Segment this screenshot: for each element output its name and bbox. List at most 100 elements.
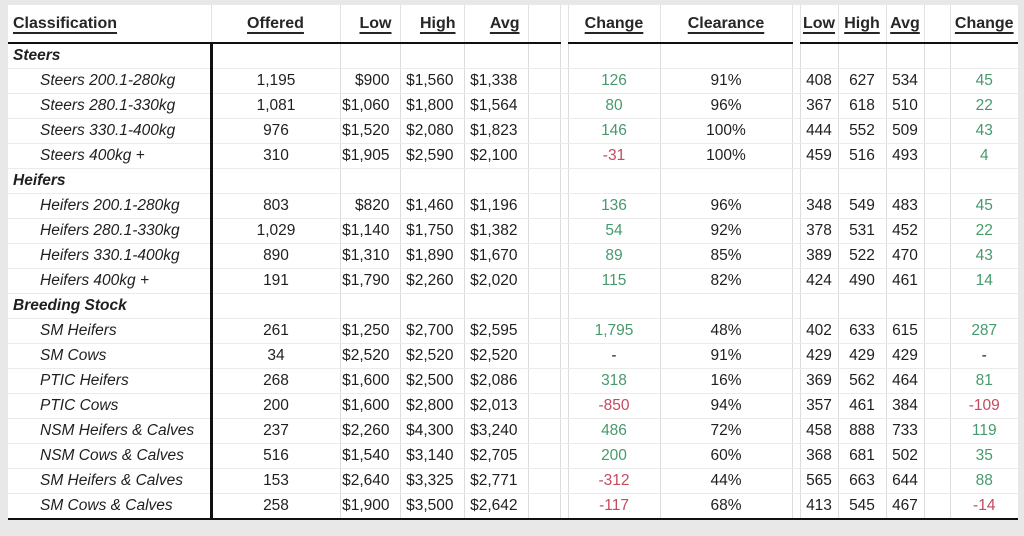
cell-spacer (792, 318, 801, 344)
cell-low-c: 357 (800, 393, 839, 419)
cell-low-c: 458 (800, 418, 839, 444)
cell-high-c: 562 (838, 368, 887, 394)
cell-classification: Steers 200.1-280kg (8, 68, 213, 94)
col-header-high: High (400, 5, 465, 44)
cell-change: 318 (568, 368, 661, 394)
cell-change: 54 (568, 218, 661, 244)
cell-spacer (560, 368, 569, 394)
cell-low-c: 459 (800, 143, 839, 169)
cell-spacer (528, 343, 561, 369)
cell-spacer (924, 243, 951, 269)
cell-low: $1,250 (340, 318, 401, 344)
cell-low (340, 168, 401, 194)
cell-clearance (660, 43, 793, 69)
cell-avg-c: 467 (886, 493, 925, 520)
cell-spacer (924, 168, 951, 194)
cell-avg-c: 510 (886, 93, 925, 119)
cell-change-c: 81 (950, 368, 1018, 394)
cell-avg: $3,240 (464, 418, 529, 444)
cell-clearance: 100% (660, 118, 793, 144)
cell-low: $900 (340, 68, 401, 94)
cell-classification: Heifers 280.1-330kg (8, 218, 213, 244)
cell-spacer (924, 443, 951, 469)
cell-clearance: 48% (660, 318, 793, 344)
cell-spacer (528, 368, 561, 394)
table-row: PTIC Cows 200 $1,600 $2,800 $2,013 -850 94% 357… (8, 393, 1018, 419)
cell-low: $2,520 (340, 343, 401, 369)
cell-spacer (924, 418, 951, 444)
cell-avg-c: 461 (886, 268, 925, 294)
cell-avg: $1,338 (464, 68, 529, 94)
cell-spacer (560, 318, 569, 344)
cell-spacer (528, 318, 561, 344)
cell-classification: SM Heifers (8, 318, 213, 344)
cell-avg: $1,670 (464, 243, 529, 269)
cell-change (568, 168, 661, 194)
cell-classification: PTIC Heifers (8, 368, 213, 394)
market-report-sheet: Classification Offered Low High Avg Chan… (8, 5, 1018, 520)
cell-spacer (528, 218, 561, 244)
cell-spacer (792, 243, 801, 269)
cell-spacer (528, 418, 561, 444)
cell-high: $2,590 (400, 143, 465, 169)
cell-low-c: 424 (800, 268, 839, 294)
cell-classification: Breeding Stock (8, 293, 213, 319)
table-row: Steers 280.1-330kg 1,081 $1,060 $1,800 $1,56… (8, 93, 1018, 119)
cell-avg-c: 509 (886, 118, 925, 144)
cell-change-c: 45 (950, 68, 1018, 94)
col-header-low: Low (340, 5, 401, 44)
cell-high: $2,520 (400, 343, 465, 369)
cell-high-c: 531 (838, 218, 887, 244)
cell-change: -117 (568, 493, 661, 520)
col-header-spacer (924, 5, 951, 44)
cell-spacer (528, 443, 561, 469)
cell-spacer (528, 393, 561, 419)
cell-spacer (560, 243, 569, 269)
cell-offered: 310 (211, 143, 341, 169)
cell-spacer (528, 193, 561, 219)
table-row: Heifers 330.1-400kg 890 $1,310 $1,890 $1,670… (8, 243, 1018, 269)
cell-high-c: 552 (838, 118, 887, 144)
cell-spacer (560, 468, 569, 494)
cell-avg: $1,196 (464, 193, 529, 219)
cell-offered: 258 (211, 493, 341, 520)
cell-high-c: 429 (838, 343, 887, 369)
cell-spacer (560, 493, 569, 520)
cell-spacer (924, 43, 951, 69)
cell-spacer (792, 268, 801, 294)
cell-high-c: 545 (838, 493, 887, 520)
cell-high-c: 522 (838, 243, 887, 269)
cell-low-c: 444 (800, 118, 839, 144)
cell-low-c: 565 (800, 468, 839, 494)
cell-offered: 237 (211, 418, 341, 444)
cell-classification: Steers 400kg + (8, 143, 213, 169)
cell-offered: 1,029 (211, 218, 341, 244)
cell-avg-c: 733 (886, 418, 925, 444)
col-header-spacer (792, 5, 801, 43)
cell-classification: Steers 330.1-400kg (8, 118, 213, 144)
table-row: Heifers 200.1-280kg 803 $820 $1,460 $1,196 13… (8, 193, 1018, 219)
cell-spacer (924, 318, 951, 344)
cell-classification: Heifers 200.1-280kg (8, 193, 213, 219)
cell-change: 1,795 (568, 318, 661, 344)
cell-high: $1,890 (400, 243, 465, 269)
cell-spacer (560, 393, 569, 419)
cell-low-c: 368 (800, 443, 839, 469)
cell-spacer (792, 68, 801, 94)
cell-avg: $2,020 (464, 268, 529, 294)
cell-spacer (560, 68, 569, 94)
cell-spacer (792, 193, 801, 219)
cell-offered: 1,195 (211, 68, 341, 94)
cell-spacer (792, 118, 801, 144)
cell-high: $1,750 (400, 218, 465, 244)
cell-avg: $2,086 (464, 368, 529, 394)
section-row: Steers (8, 43, 1018, 69)
table-row: Steers 330.1-400kg 976 $1,520 $2,080 $1,823 1… (8, 118, 1018, 144)
cell-clearance: 96% (660, 193, 793, 219)
cell-change: 146 (568, 118, 661, 144)
cell-classification: SM Cows (8, 343, 213, 369)
cell-avg (464, 293, 529, 319)
cell-avg: $1,564 (464, 93, 529, 119)
cell-change-c: 119 (950, 418, 1018, 444)
cell-low-c: 369 (800, 368, 839, 394)
